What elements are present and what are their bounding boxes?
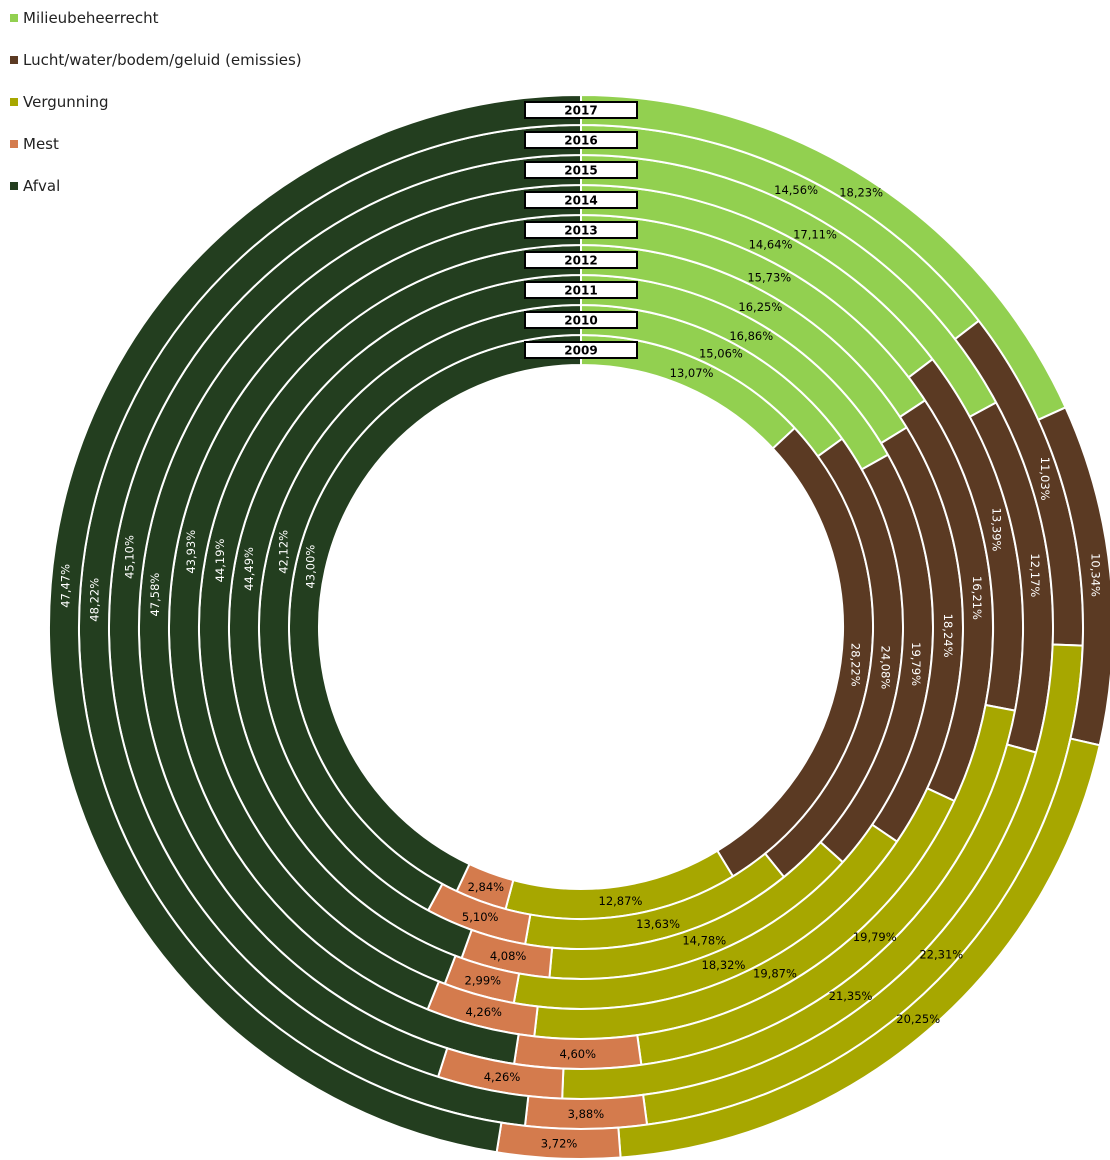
legend-label: Milieubeheerrecht [23,9,159,27]
year-label-2013: 2013 [524,221,638,239]
data-label-2014-3: 4,60% [560,1047,597,1061]
year-label-2015: 2015 [524,161,638,179]
data-label-2011-3: 4,08% [490,949,527,963]
data-label-2013-4: 43,93% [184,530,198,574]
legend-label: Mest [23,135,59,153]
data-label-2012-2: 18,32% [702,958,746,972]
year-label-text: 2010 [564,314,597,328]
chart-legend: Milieubeheerrecht Lucht/water/bodem/gelui… [10,8,302,196]
legend-item: Milieubeheerrecht [10,8,302,28]
data-label-2011-1: 19,79% [909,642,923,686]
legend-swatch [10,56,18,64]
data-label-2015-3: 4,26% [484,1070,521,1084]
legend-item: Vergunning [10,92,302,112]
data-label-2014-0: 14,64% [749,237,793,251]
legend-label: Vergunning [23,93,109,111]
year-label-2011: 2011 [524,281,638,299]
year-label-2017: 2017 [524,101,638,119]
year-label-text: 2013 [564,224,597,238]
data-label-2016-3: 3,88% [568,1107,605,1121]
legend-item: Lucht/water/bodem/geluid (emissies) [10,50,302,70]
slice-2017-4 [48,93,582,1154]
year-label-2014: 2014 [524,191,638,209]
data-label-2017-3: 3,72% [541,1137,578,1151]
legend-swatch [10,182,18,190]
legend-label: Lucht/water/bodem/geluid (emissies) [23,51,302,69]
data-label-2016-2: 22,31% [919,948,963,962]
legend-item: Afval [10,176,302,196]
data-label-2009-4: 43,00% [304,545,318,589]
data-label-2011-0: 16,86% [729,329,773,343]
data-label-2015-0: 17,11% [793,227,837,241]
data-label-2014-1: 13,39% [990,508,1004,552]
data-label-2017-0: 18,23% [839,185,883,199]
data-label-2017-1: 10,34% [1088,553,1102,597]
data-label-2013-3: 4,26% [465,1005,502,1019]
year-label-text: 2014 [564,194,597,208]
data-label-2011-2: 14,78% [682,934,726,948]
data-label-2015-2: 21,35% [829,989,873,1003]
data-label-2012-3: 2,99% [465,974,502,988]
data-label-2016-0: 14,56% [774,183,818,197]
data-label-2017-2: 20,25% [896,1012,940,1026]
legend-swatch [10,98,18,106]
year-label-text: 2015 [564,164,597,178]
data-label-2009-3: 2,84% [468,880,505,894]
data-label-2013-2: 19,87% [753,966,797,980]
data-label-2015-1: 12,17% [1028,553,1042,597]
legend-swatch [10,140,18,148]
data-label-2010-3: 5,10% [462,910,499,924]
year-label-2012: 2012 [524,251,638,269]
data-label-2009-2: 12,87% [599,894,643,908]
year-label-2016: 2016 [524,131,638,149]
year-label-text: 2009 [564,344,597,358]
data-label-2011-4: 44,49% [242,547,256,591]
data-label-2009-1: 28,22% [848,643,862,687]
data-label-2012-4: 44,19% [213,538,227,582]
data-label-2010-4: 42,12% [276,530,290,574]
data-label-2010-0: 15,06% [699,347,743,361]
legend-swatch [10,14,18,22]
data-label-2016-4: 48,22% [88,578,102,622]
data-label-2014-4: 47,58% [148,573,162,617]
data-label-2017-4: 47,47% [59,564,73,608]
data-label-2010-2: 13,63% [636,917,680,931]
data-label-2009-0: 13,07% [670,366,714,380]
year-label-text: 2016 [564,134,597,148]
year-label-text: 2017 [564,104,597,118]
year-label-2010: 2010 [524,311,638,329]
data-label-2010-1: 24,08% [878,646,892,690]
data-label-2014-2: 19,79% [853,930,897,944]
data-label-2013-0: 15,73% [747,270,791,284]
year-label-text: 2011 [564,284,597,298]
data-label-2016-1: 11,03% [1038,457,1052,501]
data-label-2012-1: 18,24% [941,614,955,658]
legend-label: Afval [23,177,61,195]
legend-item: Mest [10,134,302,154]
data-label-2012-0: 16,25% [738,300,782,314]
year-label-2009: 2009 [524,341,638,359]
data-label-2013-1: 16,21% [970,576,984,620]
year-label-text: 2012 [564,254,597,268]
data-label-2015-4: 45,10% [122,535,136,579]
